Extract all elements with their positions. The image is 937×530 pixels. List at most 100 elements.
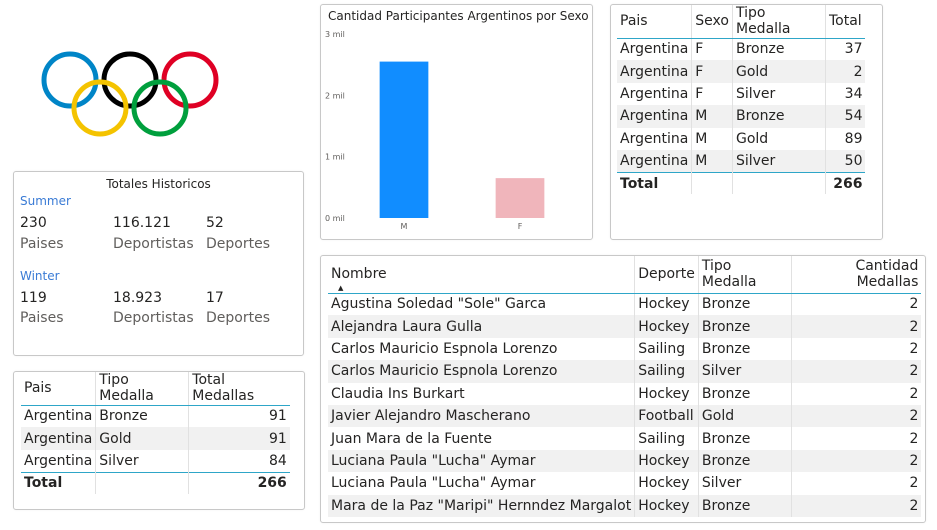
table-row[interactable]: Luciana Paula "Lucha" Aymar Hockey Bronze 2 [328,449,922,473]
table-row[interactable]: Claudia Ins Burkart Hockey Bronze 2 [328,382,922,405]
cell-deporte: Hockey [634,449,699,473]
participants-by-sex-chart[interactable]: Cantidad Participantes Argentinos por Se… [320,4,593,240]
table-row[interactable]: Agustina Soledad "Sole" Garca Hockey Bronz… [328,293,922,316]
athletes-table-grid: Nombre ▲ Deporte Tipo Medalla Cantidad M… [328,256,922,517]
total-value: 266 [188,471,290,495]
header-total-medallas[interactable]: Total Medallas [188,372,290,406]
cell-nombre: Carlos Mauricio Espnola Lorenzo [328,360,635,383]
winter-paises-label: Paises [20,310,64,326]
winter-deportistas-value: 18.923 [113,290,162,306]
cell-pais: Argentina [620,41,689,58]
summer-deportes-value: 52 [206,215,224,231]
cell-cantidad: 2 [790,449,922,473]
cell-nombre: Alejandra Laura Gulla [328,315,635,338]
x-tick-label: M [401,222,408,231]
cell-pais: Argentina [24,408,93,425]
cell-tipo: Gold [697,404,792,428]
header-pais[interactable]: Pais [21,372,96,406]
table-row[interactable]: Javier Alejandro Mascherano Football Gold 2 [328,404,922,428]
summer-paises-label: Paises [20,236,64,252]
medals-by-sex-table[interactable]: Pais Sexo Tipo Medalla Total Argentina F B… [610,4,883,240]
cell-deporte: Hockey [634,382,699,405]
summer-deportistas-value: 116.121 [113,215,171,231]
table-row[interactable]: Carlos Mauricio Espnola Lorenzo Sailing Si… [328,360,922,383]
cell-deporte: Hockey [634,494,699,517]
cell-tipo: Silver [731,82,826,106]
cell-tipo: Silver [697,472,792,495]
cell-nombre: Luciana Paula "Lucha" Aymar [328,449,635,473]
cell-total: 91 [188,405,290,428]
header-cantidad-medallas[interactable]: Cantidad Medallas [790,256,922,294]
table-row[interactable]: Argentina F Silver 34 [617,82,866,106]
cell-tipo: Bronze [731,105,826,128]
header-nombre[interactable]: Nombre ▲ [328,256,635,294]
table-row[interactable]: Argentina M Gold 89 [617,127,866,150]
y-tick-label: 1 mil [325,153,345,162]
sort-ascending-icon[interactable]: ▲ [338,284,344,292]
cell-deporte: Sailing [634,337,699,361]
cell-sexo: M [691,149,733,173]
table-row[interactable]: Carlos Mauricio Espnola Lorenzo Sailing Br… [328,337,922,361]
cell-cantidad: 2 [790,494,922,517]
y-tick-label: 0 mil [325,214,345,223]
cell-nombre: Mara de la Paz "Maripi" Hernndez Margalo… [328,494,635,517]
winter-paises-value: 119 [20,290,47,306]
total-row: Total 266 [21,471,290,495]
cell-deporte: Sailing [634,427,699,450]
sex-table-grid: Pais Sexo Tipo Medalla Total Argentina F B… [617,5,866,195]
cell-cantidad: 2 [790,293,922,316]
header-total[interactable]: Total [824,5,866,39]
header-tipo-medalla[interactable]: Tipo Medalla [731,5,826,39]
cell-tipo: Silver [731,149,826,173]
bar-f[interactable] [495,178,545,218]
table-row[interactable]: Argentina Gold 91 [21,427,290,450]
chart-title: Cantidad Participantes Argentinos por Se… [328,9,589,23]
cell-deporte: Hockey [634,315,699,338]
table-row[interactable]: Argentina F Bronze 37 [617,38,866,61]
athletes-medals-table[interactable]: Nombre ▲ Deporte Tipo Medalla Cantidad M… [320,255,926,523]
bar-chart-svg: 0 mil 1 mil 2 mil 3 mil M F [325,30,545,231]
total-row: Total 266 [617,171,866,195]
header-sexo[interactable]: Sexo [691,5,733,39]
table-row[interactable]: Juan Mara de la Fuente Sailing Bronze 2 [328,427,922,450]
header-tipo-medalla[interactable]: Tipo Medalla [697,256,792,294]
header-nombre-label: Nombre [331,266,387,283]
cell-deporte: Hockey [634,293,699,316]
cell-total: 37 [824,38,866,61]
table-row[interactable]: Argentina M Silver 50 [617,149,866,173]
summer-deportistas-label: Deportistas [113,236,194,252]
table-row[interactable]: Argentina M Bronze 54 [617,105,866,128]
card-title: Totales Historicos [106,177,211,191]
winter-label: Winter [20,269,60,283]
cell-pais: Argentina [620,85,689,102]
summer-paises-value: 230 [20,215,47,231]
medals-by-type-table[interactable]: Pais Tipo Medalla Total Medallas Argenti… [13,371,305,510]
cell-total: 91 [188,427,290,450]
cell-tipo: Gold [731,127,826,150]
cell-tipo: Bronze [697,315,792,338]
cell-tipo: Bronze [95,405,189,428]
header-deporte[interactable]: Deporte [634,256,699,294]
cell-pais: Argentina [617,149,692,173]
cell-cantidad: 2 [790,360,922,383]
table-row[interactable]: Mara de la Paz "Maripi" Hernndez Margalo… [328,494,922,517]
table-row[interactable]: Argentina Silver 84 [21,449,290,473]
header-tipo-medalla[interactable]: Tipo Medalla [95,372,189,406]
cell-tipo: Bronze [697,494,792,517]
cell-cantidad: 2 [790,472,922,495]
cell-pais: Argentina [620,130,689,147]
cell-total: 50 [824,149,866,173]
total-value: 266 [824,171,866,195]
bar-m[interactable] [379,61,429,218]
table-row[interactable]: Argentina F Gold 2 [617,60,866,83]
table-row[interactable]: Argentina Bronze 91 [21,405,290,428]
winter-deportes-label: Deportes [206,310,270,326]
cell-sexo: F [691,82,733,106]
cell-tipo: Silver [697,360,792,383]
header-pais[interactable]: Pais [617,5,692,39]
cell-tipo: Bronze [697,337,792,361]
table-row[interactable]: Luciana Paula "Lucha" Aymar Hockey Silver 2 [328,472,922,495]
y-tick-label: 2 mil [325,91,345,100]
table-row[interactable]: Alejandra Laura Gulla Hockey Bronze 2 [328,315,922,338]
cell-pais: Argentina [24,452,93,469]
